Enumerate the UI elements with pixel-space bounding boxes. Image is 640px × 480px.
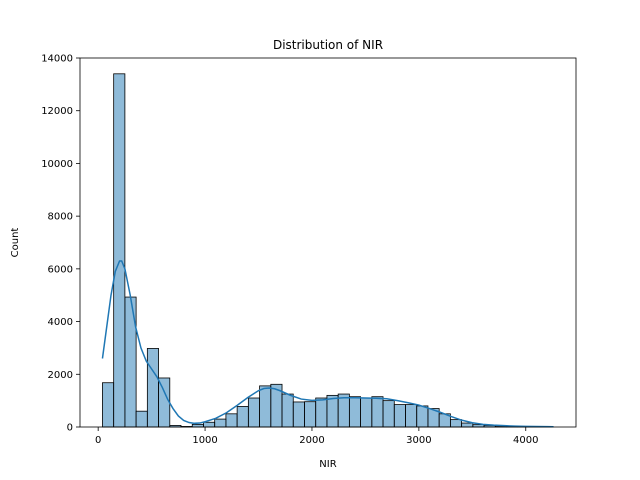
y-tick-label: 8000 <box>48 212 73 223</box>
y-tick-label: 10000 <box>41 159 73 170</box>
histogram-bar-32 <box>461 422 474 428</box>
histogram-bar-22 <box>348 396 362 428</box>
histogram-bar-16 <box>281 393 294 428</box>
y-tick-label: 0 <box>67 423 73 434</box>
histogram-bar-4 <box>146 348 159 428</box>
histogram-bar-21 <box>337 393 350 428</box>
kde-curve <box>101 260 554 428</box>
histogram-bar-12 <box>236 406 249 428</box>
histogram-bar-28 <box>416 405 429 428</box>
y-tick-label: 14000 <box>41 54 73 65</box>
axes-frame <box>79 57 577 428</box>
histogram-bar-1 <box>113 73 126 428</box>
histogram-bar-27 <box>405 404 418 428</box>
x-tick-label: 0 <box>95 435 101 446</box>
histogram-bar-9 <box>203 421 216 428</box>
histogram-bar-19 <box>315 397 328 428</box>
histogram-bar-5 <box>158 377 171 428</box>
y-tick-label: 6000 <box>48 264 73 275</box>
x-tick-label: 1000 <box>192 435 217 446</box>
histogram-bar-25 <box>382 400 395 428</box>
histogram-bar-20 <box>326 394 339 428</box>
histogram-bar-13 <box>247 397 260 428</box>
histogram-bar-3 <box>135 410 148 428</box>
histogram-bar-14 <box>259 385 272 428</box>
histogram-bar-17 <box>292 401 305 428</box>
x-tick-label: 2000 <box>299 435 324 446</box>
y-tick-label: 2000 <box>48 370 73 381</box>
histogram-bar-24 <box>371 396 384 428</box>
y-axis-ticks: 0 2000 4000 6000 8000 10000 12000 14000 <box>41 54 80 434</box>
x-axis-ticks: 0 1000 2000 3000 4000 <box>95 427 538 446</box>
histogram-bar-11 <box>225 413 238 428</box>
histogram-bar-18 <box>304 401 317 428</box>
x-tick-label: 3000 <box>406 435 431 446</box>
y-tick-label: 4000 <box>48 317 73 328</box>
histogram-bar-31 <box>449 419 463 428</box>
histogram-bar-10 <box>214 418 227 428</box>
y-tick-label: 12000 <box>41 106 73 117</box>
histogram-bar-23 <box>360 397 373 428</box>
histogram-bar-0 <box>102 382 115 428</box>
x-axis-label: NIR <box>319 459 336 470</box>
chart-title: Distribution of NIR <box>273 38 383 52</box>
histogram-bar-26 <box>393 404 406 428</box>
x-tick-label: 4000 <box>513 435 538 446</box>
y-axis-label: Count <box>10 228 21 258</box>
